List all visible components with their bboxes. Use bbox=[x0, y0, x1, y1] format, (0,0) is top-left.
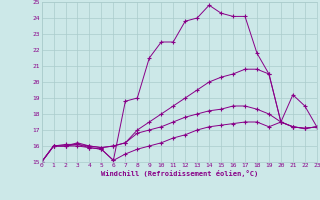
X-axis label: Windchill (Refroidissement éolien,°C): Windchill (Refroidissement éolien,°C) bbox=[100, 170, 258, 177]
